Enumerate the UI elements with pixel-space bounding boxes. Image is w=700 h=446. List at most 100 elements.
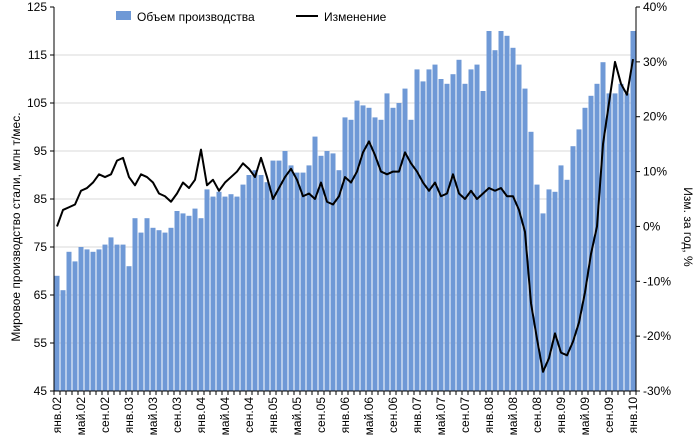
production-bar bbox=[618, 83, 624, 392]
x-tick-label: май.09 bbox=[578, 397, 592, 436]
production-bar bbox=[600, 62, 606, 391]
production-bar bbox=[174, 211, 180, 391]
production-bar bbox=[222, 196, 228, 391]
production-bar bbox=[228, 194, 234, 391]
production-bar bbox=[90, 251, 96, 391]
production-bar bbox=[276, 160, 282, 391]
production-bar bbox=[108, 237, 114, 391]
production-bar bbox=[204, 189, 210, 391]
x-tick-label: май.02 bbox=[74, 397, 88, 436]
left-tick-label: 125 bbox=[27, 0, 47, 14]
production-bar bbox=[378, 119, 384, 392]
production-bar bbox=[180, 213, 186, 391]
production-bar bbox=[354, 100, 360, 391]
production-bar bbox=[444, 83, 450, 392]
production-bar bbox=[318, 155, 324, 391]
left-tick-label: 115 bbox=[28, 48, 47, 62]
left-tick-label: 55 bbox=[34, 336, 48, 350]
production-bar bbox=[612, 93, 618, 392]
production-bar bbox=[84, 249, 90, 391]
production-bar bbox=[144, 218, 150, 391]
production-bar bbox=[246, 175, 252, 391]
production-bar bbox=[558, 165, 564, 391]
production-bar bbox=[72, 261, 78, 391]
production-bar bbox=[456, 59, 462, 392]
left-tick-label: 85 bbox=[34, 192, 48, 206]
production-bar bbox=[492, 50, 498, 391]
x-tick-label: янв.10 bbox=[626, 397, 640, 434]
x-tick-label: янв.09 bbox=[554, 397, 568, 434]
x-tick-label: сен.07 bbox=[458, 397, 472, 433]
production-bar bbox=[402, 88, 408, 391]
production-bar bbox=[102, 244, 108, 391]
production-bar bbox=[570, 146, 576, 391]
production-bar bbox=[288, 165, 294, 391]
production-bar bbox=[534, 184, 540, 391]
right-tick-label: -20% bbox=[643, 329, 671, 343]
production-bar bbox=[78, 247, 84, 391]
production-bar bbox=[450, 74, 456, 391]
x-tick-label: май.06 bbox=[362, 397, 376, 436]
x-tick-label: май.07 bbox=[434, 397, 448, 436]
production-bar bbox=[306, 165, 312, 391]
right-axis-ticks: -30% -20% -10% 0% 10% 20% 30% 40% bbox=[636, 0, 671, 398]
production-bar bbox=[114, 244, 120, 391]
production-bar bbox=[588, 95, 594, 392]
production-bar bbox=[54, 275, 60, 391]
production-bar bbox=[132, 218, 138, 391]
production-bar bbox=[408, 119, 414, 392]
production-bar bbox=[300, 172, 306, 391]
x-tick-label: сен.09 bbox=[602, 397, 616, 433]
x-tick-label: сен.06 bbox=[386, 397, 400, 433]
x-tick-label: сен.03 bbox=[170, 397, 184, 433]
production-bar bbox=[324, 151, 330, 391]
production-bar bbox=[294, 172, 300, 391]
x-tick-label: янв.06 bbox=[338, 397, 352, 434]
production-bar bbox=[564, 179, 570, 391]
production-bar bbox=[390, 107, 396, 392]
production-bar bbox=[348, 119, 354, 392]
production-bar bbox=[606, 93, 612, 392]
production-bar bbox=[282, 151, 288, 391]
right-tick-label: 20% bbox=[643, 110, 667, 124]
legend: Объем производства Изменение bbox=[116, 10, 387, 24]
production-bar bbox=[198, 218, 204, 391]
production-bar bbox=[582, 107, 588, 392]
production-bar bbox=[462, 83, 468, 392]
x-tick-label: май.08 bbox=[506, 397, 520, 436]
production-bar bbox=[168, 227, 174, 391]
production-bar bbox=[336, 170, 342, 391]
production-bar bbox=[252, 170, 258, 391]
production-bar bbox=[210, 196, 216, 391]
production-bar bbox=[162, 232, 168, 391]
legend-label-change: Изменение bbox=[324, 10, 387, 24]
production-bar bbox=[630, 31, 636, 391]
production-bar bbox=[138, 232, 144, 391]
change-line bbox=[56, 58, 634, 373]
production-bar bbox=[468, 69, 474, 392]
left-tick-label: 45 bbox=[34, 384, 48, 398]
production-bar bbox=[120, 244, 126, 391]
production-bar bbox=[366, 107, 372, 392]
production-bar bbox=[216, 191, 222, 391]
x-tick-label: янв.08 bbox=[482, 397, 496, 434]
production-bar bbox=[486, 31, 492, 391]
legend-bar-swatch bbox=[116, 11, 131, 20]
x-tick-label: янв.03 bbox=[122, 397, 136, 434]
production-bar bbox=[624, 93, 630, 392]
production-bar bbox=[96, 249, 102, 391]
production-bar bbox=[126, 266, 132, 391]
production-bar bbox=[66, 251, 72, 391]
production-bar bbox=[270, 160, 276, 391]
x-tick-label: сен.02 bbox=[98, 397, 112, 433]
production-bar bbox=[192, 208, 198, 391]
production-bar bbox=[576, 129, 582, 391]
x-tick-label: янв.04 bbox=[194, 397, 208, 434]
production-bar bbox=[474, 64, 480, 391]
change-line-layer bbox=[56, 58, 634, 373]
right-tick-label: -10% bbox=[643, 274, 671, 288]
production-bar bbox=[420, 81, 426, 392]
production-bar bbox=[516, 64, 522, 391]
production-bar bbox=[186, 215, 192, 391]
